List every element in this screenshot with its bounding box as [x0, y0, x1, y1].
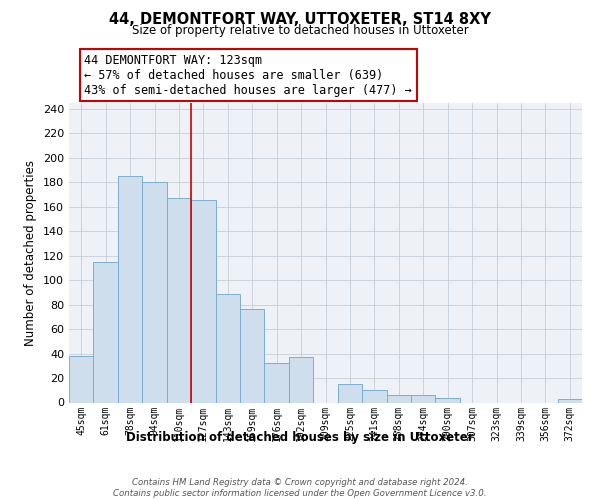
Bar	[338, 384, 362, 402]
Bar	[191, 200, 215, 402]
Text: 44 DEMONTFORT WAY: 123sqm
← 57% of detached houses are smaller (639)
43% of semi: 44 DEMONTFORT WAY: 123sqm ← 57% of detac…	[85, 54, 412, 96]
Bar	[167, 198, 191, 402]
Y-axis label: Number of detached properties: Number of detached properties	[25, 160, 37, 346]
Bar	[94, 262, 118, 402]
Text: Contains HM Land Registry data © Crown copyright and database right 2024.
Contai: Contains HM Land Registry data © Crown c…	[113, 478, 487, 498]
Bar	[69, 356, 94, 403]
Bar	[362, 390, 386, 402]
Bar	[289, 357, 313, 403]
Bar	[436, 398, 460, 402]
Bar	[215, 294, 240, 403]
Text: Distribution of detached houses by size in Uttoxeter: Distribution of detached houses by size …	[126, 431, 474, 444]
Bar	[265, 364, 289, 403]
Bar	[411, 395, 436, 402]
Bar	[240, 310, 265, 402]
Bar	[142, 182, 167, 402]
Bar	[557, 399, 582, 402]
Bar	[386, 395, 411, 402]
Text: 44, DEMONTFORT WAY, UTTOXETER, ST14 8XY: 44, DEMONTFORT WAY, UTTOXETER, ST14 8XY	[109, 12, 491, 28]
Text: Size of property relative to detached houses in Uttoxeter: Size of property relative to detached ho…	[131, 24, 469, 37]
Bar	[118, 176, 142, 402]
